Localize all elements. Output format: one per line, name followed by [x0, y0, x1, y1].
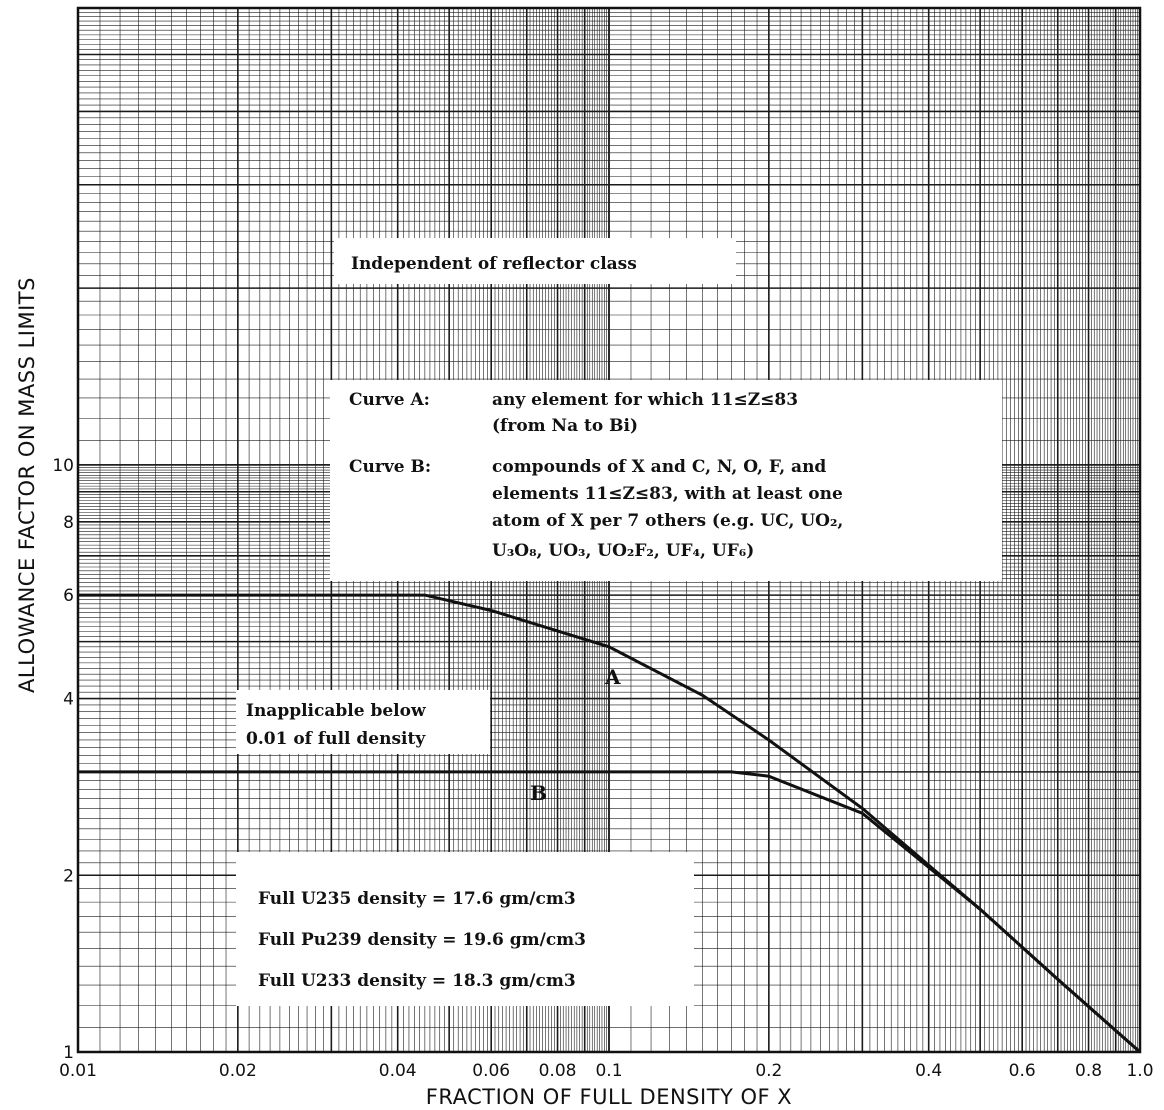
annotation-densities-box: [236, 852, 694, 1006]
curve-a-line-2: (from Na to Bi): [492, 416, 638, 436]
annotation-curves: Curve A: any element for which 11≤Z≤83 (…: [330, 380, 1002, 581]
series-b-line: [78, 770, 1141, 1054]
y-tick-labels: 1 2 4 6 8 10: [52, 456, 74, 1063]
curve-b-line-2: elements 11≤Z≤83, with at least one: [492, 484, 843, 504]
annotation-densities: Full U235 density = 17.6 gm/cm3 Full Pu2…: [236, 852, 694, 1006]
curve-a-line-1: any element for which 11≤Z≤83: [492, 390, 798, 410]
inapplicable-line-1: Inapplicable below: [246, 701, 426, 721]
y-tick-label: 2: [63, 866, 74, 886]
y-axis-title: ALLOWANCE FACTOR ON MASS LIMITS: [15, 277, 39, 693]
annotation-inapplicable: Inapplicable below 0.01 of full density: [236, 690, 490, 754]
series-layer: [78, 593, 1141, 1054]
annotation-independent: Independent of reflector class: [334, 238, 736, 284]
x-tick-label: 0.1: [595, 1061, 622, 1081]
curve-b-line-3: atom of X per 7 others (e.g. UC, UO₂,: [492, 511, 843, 531]
x-tick-label: 0.2: [755, 1061, 782, 1081]
y-tick-label: 1: [63, 1043, 74, 1063]
series-a-label: A: [604, 665, 621, 689]
y-tick-label: 4: [63, 690, 74, 710]
density-pu239: Full Pu239 density = 19.6 gm/cm3: [258, 930, 586, 950]
annotation-independent-text: Independent of reflector class: [351, 254, 637, 274]
series-b-label: B: [530, 781, 547, 805]
x-tick-label: 0.04: [379, 1061, 417, 1081]
x-axis-title: FRACTION OF FULL DENSITY OF X: [426, 1085, 792, 1109]
x-tick-label: 0.4: [915, 1061, 942, 1081]
annotation-curves-box: [330, 380, 1002, 581]
curve-b-line-4: U₃O₈, UO₃, UO₂F₂, UF₄, UF₆): [492, 541, 754, 561]
inapplicable-line-2: 0.01 of full density: [246, 729, 426, 749]
y-tick-label: 6: [63, 586, 74, 606]
x-tick-label: 0.08: [539, 1061, 577, 1081]
x-tick-label: 0.02: [219, 1061, 257, 1081]
density-u235: Full U235 density = 17.6 gm/cm3: [258, 889, 576, 909]
curve-b-line-1: compounds of X and C, N, O, F, and: [492, 457, 826, 477]
plot-frame: [76, 6, 1142, 1054]
x-tick-label: 0.01: [59, 1061, 97, 1081]
y-tick-label: 10: [52, 456, 74, 476]
curve-a-label: Curve A:: [349, 390, 430, 410]
x-tick-label: 0.8: [1075, 1061, 1102, 1081]
annotation-inapplicable-box: [236, 690, 490, 754]
x-tick-label: 1.0: [1126, 1061, 1153, 1081]
curve-b-label: Curve B:: [349, 457, 431, 477]
density-u233: Full U233 density = 18.3 gm/cm3: [258, 971, 576, 991]
y-tick-label: 8: [63, 513, 74, 533]
x-tick-labels: 0.01 0.02 0.04 0.06 0.08 0.1 0.2 0.4 0.6 0.8 1.0: [59, 1061, 1153, 1081]
x-tick-label: 0.06: [472, 1061, 510, 1081]
x-tick-label: 0.6: [1009, 1061, 1036, 1081]
annotation-independent-box: [334, 238, 736, 284]
